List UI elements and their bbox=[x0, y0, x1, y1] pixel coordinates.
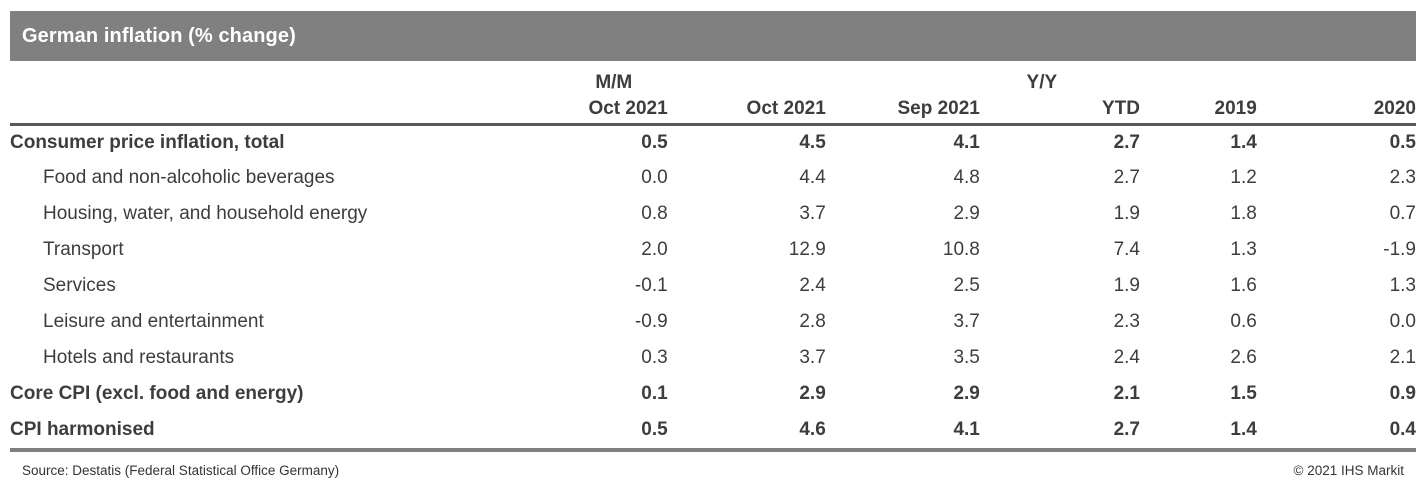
cell-value: 4.1 bbox=[953, 131, 980, 153]
cell-value: 0.5 bbox=[641, 131, 668, 153]
table-row: Housing, water, and household energy 0.8 3… bbox=[10, 196, 1416, 232]
column-header: Oct 2021 bbox=[559, 96, 668, 126]
cell-value: 4.5 bbox=[799, 131, 826, 153]
cell-value: 2.4 bbox=[799, 275, 826, 296]
cell-value: 4.1 bbox=[953, 419, 980, 440]
table-row: Food and non-alcoholic beverages 0.0 4.4 4.… bbox=[10, 160, 1416, 196]
table-title-bar: German inflation (% change) bbox=[10, 11, 1416, 61]
cell-value: 0.1 bbox=[641, 383, 668, 404]
column-group-row: M/M Y/Y bbox=[10, 70, 1416, 96]
cell-value: 0.0 bbox=[641, 167, 668, 188]
row-label: Services bbox=[43, 275, 116, 296]
column-group-header: Y/Y bbox=[1026, 72, 1058, 93]
column-header: 2019 bbox=[1140, 96, 1257, 126]
inflation-data-table: M/M Y/Y Oct 2021 Oct 2021 Sep 2021 YTD 2019 202… bbox=[10, 70, 1416, 448]
cell-value: 2.0 bbox=[641, 239, 668, 260]
table-row: Transport 2.0 12.9 10.8 7.4 1.3 -1.9 bbox=[10, 232, 1416, 268]
table-row: Hotels and restaurants 0.3 3.7 3.5 2.4 2.6 2.1 bbox=[10, 340, 1416, 376]
cell-value: 12.9 bbox=[788, 239, 826, 260]
column-header: YTD bbox=[979, 96, 1140, 126]
header-spacer bbox=[10, 70, 560, 96]
cell-value: 0.0 bbox=[1389, 311, 1416, 332]
copyright-note: © 2021 IHS Markit bbox=[1293, 463, 1405, 478]
cell-value: 1.4 bbox=[1230, 419, 1257, 440]
row-label: Consumer price inflation, total bbox=[10, 131, 285, 153]
table-footer: Source: Destatis (Federal Statistical Of… bbox=[10, 452, 1416, 478]
column-header-row: Oct 2021 Oct 2021 Sep 2021 YTD 2019 2020 bbox=[10, 96, 1416, 126]
column-group-header: M/M bbox=[595, 72, 633, 93]
table-row: Core CPI (excl. food and energy) 0.1 2.9 2.… bbox=[10, 376, 1416, 412]
cell-value: 1.3 bbox=[1230, 239, 1257, 260]
cell-value: 0.5 bbox=[1389, 131, 1416, 153]
cell-value: 3.7 bbox=[799, 203, 826, 224]
cell-value: 2.7 bbox=[1113, 419, 1140, 440]
cell-value: 1.3 bbox=[1389, 275, 1416, 296]
cell-value: 0.5 bbox=[641, 419, 668, 440]
page-title: German inflation (% change) bbox=[22, 24, 296, 47]
cell-value: -0.9 bbox=[634, 311, 668, 332]
cell-value: 2.9 bbox=[799, 383, 826, 404]
cell-value: 1.4 bbox=[1230, 131, 1257, 153]
cell-value: 3.7 bbox=[953, 311, 980, 332]
cell-value: 2.4 bbox=[1113, 347, 1140, 368]
cell-value: 7.4 bbox=[1113, 239, 1140, 260]
row-label: Housing, water, and household energy bbox=[43, 203, 368, 224]
table-bottom-rule bbox=[10, 448, 1416, 452]
cell-value: 3.5 bbox=[953, 347, 980, 368]
table-row: CPI harmonised 0.5 4.6 4.1 2.7 1.4 0.4 bbox=[10, 412, 1416, 448]
cell-value: 1.9 bbox=[1113, 203, 1140, 224]
cell-value: 3.7 bbox=[799, 347, 826, 368]
column-header: Sep 2021 bbox=[825, 96, 980, 126]
cell-value: 1.2 bbox=[1230, 167, 1257, 188]
row-label: Core CPI (excl. food and energy) bbox=[10, 383, 304, 404]
table-body: Consumer price inflation, total 0.5 4.5 4.1… bbox=[10, 124, 1416, 448]
cell-value: 0.4 bbox=[1389, 419, 1416, 440]
cell-value: 2.1 bbox=[1113, 383, 1140, 404]
cell-value: 1.9 bbox=[1113, 275, 1140, 296]
cell-value: 2.9 bbox=[953, 383, 980, 404]
row-label: Hotels and restaurants bbox=[43, 347, 235, 368]
table-row: Leisure and entertainment -0.9 2.8 3.7 2.3 0.… bbox=[10, 304, 1416, 340]
cell-value: 4.8 bbox=[953, 167, 980, 188]
row-label: Transport bbox=[43, 239, 124, 260]
cell-value: 10.8 bbox=[942, 239, 980, 260]
cell-value: 2.9 bbox=[953, 203, 980, 224]
cell-value: 2.5 bbox=[953, 275, 980, 296]
row-label: Food and non-alcoholic beverages bbox=[43, 167, 335, 188]
cell-value: 2.7 bbox=[1113, 131, 1140, 153]
cell-value: 1.5 bbox=[1230, 383, 1257, 404]
cell-value: -1.9 bbox=[1383, 239, 1416, 260]
cell-value: 2.7 bbox=[1113, 167, 1140, 188]
row-label: CPI harmonised bbox=[10, 419, 155, 440]
cell-value: 0.8 bbox=[641, 203, 668, 224]
cell-value: 2.3 bbox=[1113, 311, 1140, 332]
cell-value: 1.6 bbox=[1230, 275, 1257, 296]
cell-value: 2.8 bbox=[799, 311, 826, 332]
table-header: M/M Y/Y Oct 2021 Oct 2021 Sep 2021 YTD 2019 202… bbox=[10, 70, 1416, 126]
header-spacer bbox=[10, 96, 560, 126]
cell-value: 2.6 bbox=[1230, 347, 1257, 368]
row-label: Leisure and entertainment bbox=[43, 311, 264, 332]
table-row: Consumer price inflation, total 0.5 4.5 4.1… bbox=[10, 124, 1416, 160]
cell-value: 1.8 bbox=[1230, 203, 1257, 224]
table-row: Services -0.1 2.4 2.5 1.9 1.6 1.3 bbox=[10, 268, 1416, 304]
cell-value: -0.1 bbox=[634, 275, 668, 296]
column-header: 2020 bbox=[1256, 96, 1416, 126]
cell-value: 0.7 bbox=[1389, 203, 1416, 224]
cell-value: 0.9 bbox=[1389, 383, 1416, 404]
cell-value: 2.3 bbox=[1389, 167, 1416, 188]
cell-value: 0.6 bbox=[1230, 311, 1257, 332]
cell-value: 0.3 bbox=[641, 347, 668, 368]
source-note: Source: Destatis (Federal Statistical Of… bbox=[22, 463, 340, 478]
cell-value: 2.1 bbox=[1389, 347, 1416, 368]
column-header: Oct 2021 bbox=[667, 96, 826, 126]
cell-value: 4.4 bbox=[799, 167, 826, 188]
cell-value: 4.6 bbox=[799, 419, 826, 440]
